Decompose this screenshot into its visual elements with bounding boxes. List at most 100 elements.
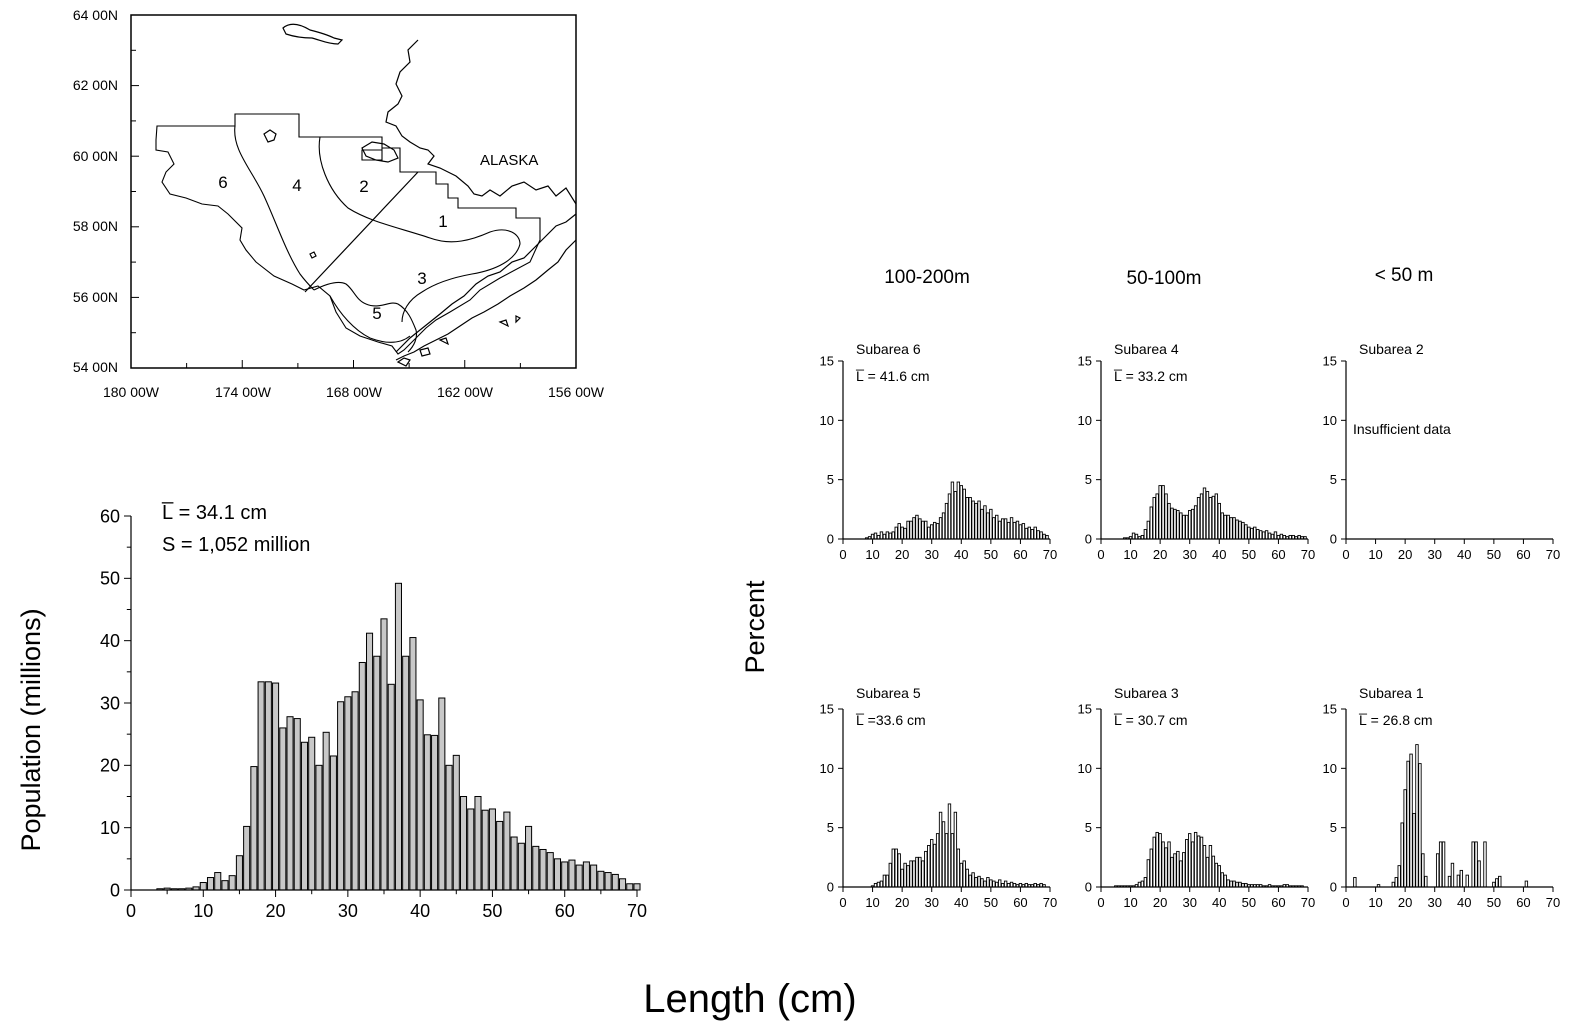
- bar: [214, 872, 222, 891]
- bar: [539, 848, 547, 891]
- y-tick-label: 10: [820, 761, 834, 776]
- map-subarea-5: 5: [372, 304, 381, 323]
- lon-label-180: 180 00W: [103, 384, 160, 400]
- bar: [1196, 835, 1201, 888]
- bar: [1441, 841, 1446, 888]
- bar: [228, 875, 236, 891]
- x-tick-label: 50: [482, 901, 502, 921]
- st-lawrence-island: [282, 23, 344, 45]
- y-tick-label: 15: [820, 354, 834, 369]
- x-tick-label: 60: [1271, 895, 1285, 910]
- bar: [885, 874, 890, 888]
- bar: [1021, 523, 1026, 540]
- bar: [1400, 822, 1404, 888]
- bar: [1173, 508, 1177, 540]
- bar: [1146, 520, 1150, 540]
- y-tick-label: 10: [100, 818, 120, 838]
- bar: [1267, 532, 1272, 540]
- bar: [906, 520, 910, 540]
- bar: [235, 855, 243, 891]
- bar: [257, 681, 265, 891]
- bar: [1244, 524, 1248, 540]
- bar: [879, 531, 884, 540]
- x-tick-label: 60: [555, 901, 575, 921]
- bar: [974, 877, 978, 888]
- bar: [1394, 877, 1398, 888]
- bar: [1042, 533, 1046, 540]
- map-label-alaska: ALASKA: [480, 152, 538, 169]
- bar: [876, 881, 881, 888]
- bar: [1152, 836, 1156, 888]
- bar: [561, 861, 569, 891]
- contour-200m: [313, 281, 418, 353]
- bar: [1435, 853, 1440, 888]
- bar: [1182, 514, 1186, 540]
- bar: [915, 514, 919, 540]
- x-tick-label: 0: [839, 547, 846, 562]
- bar: [1477, 860, 1481, 888]
- bar: [941, 821, 946, 888]
- bar: [1229, 517, 1233, 540]
- bar: [1000, 518, 1005, 540]
- bar: [1024, 527, 1029, 540]
- bar: [1498, 875, 1502, 888]
- x-tick-label: 60: [1013, 895, 1027, 910]
- bar: [1012, 521, 1017, 540]
- bar: [1250, 527, 1254, 540]
- bar: [900, 526, 904, 540]
- bar: [351, 691, 359, 891]
- lon-label-162: 162 00W: [437, 384, 494, 400]
- bar: [1474, 841, 1478, 888]
- bar: [459, 796, 468, 891]
- bar: [932, 521, 937, 540]
- bar: [1009, 881, 1014, 888]
- bar: [438, 697, 446, 891]
- map-frame: [130, 14, 577, 369]
- bar: [590, 864, 598, 891]
- bar: [980, 878, 984, 888]
- bar: [992, 517, 996, 540]
- bar: [1226, 879, 1230, 888]
- bar: [1161, 485, 1165, 540]
- bar: [1214, 862, 1219, 888]
- bar: [921, 860, 925, 888]
- bar: [986, 512, 990, 540]
- x-tick-label: 20: [1153, 895, 1167, 910]
- bar: [1223, 874, 1227, 888]
- bar: [882, 874, 887, 888]
- bar: [989, 508, 993, 540]
- map-lon-labels: 180 00W 174 00W 168 00W 162 00W 156 00W: [103, 384, 605, 400]
- y-tick-label: 5: [1330, 472, 1337, 487]
- bar: [971, 500, 975, 540]
- x-tick-label: 20: [1153, 547, 1167, 562]
- bar: [1238, 520, 1242, 540]
- bar: [927, 526, 931, 540]
- x-tick-label: 0: [1342, 895, 1349, 910]
- bar: [1015, 520, 1020, 540]
- x-tick-label: 70: [1301, 895, 1315, 910]
- x-tick-label: 10: [1123, 895, 1137, 910]
- bar: [394, 582, 402, 891]
- x-tick-label: 10: [865, 895, 879, 910]
- x-tick-label: 10: [193, 901, 213, 921]
- y-tick-label: 15: [1323, 702, 1337, 717]
- bar: [1235, 881, 1239, 888]
- bar: [909, 520, 913, 540]
- nelson-coast: [361, 141, 399, 163]
- bar: [1205, 856, 1210, 888]
- bar: [918, 518, 922, 540]
- survey-boundary: [155, 113, 541, 355]
- map-subarea-3: 3: [417, 269, 426, 288]
- x-tick-label: 50: [1487, 547, 1501, 562]
- main-chart: 0 10 20 30 40 50 60 70 0 10 20 30 40 50 60: [100, 506, 647, 921]
- bar: [1152, 497, 1156, 540]
- bar: [953, 811, 958, 888]
- bar: [968, 874, 972, 888]
- bar: [1261, 531, 1266, 540]
- bar: [891, 848, 895, 888]
- bar: [1211, 855, 1216, 888]
- bar: [582, 861, 590, 891]
- bar: [930, 839, 934, 888]
- depth-header-50-100: 50-100m: [1127, 268, 1202, 289]
- x-tick-label: 20: [895, 547, 909, 562]
